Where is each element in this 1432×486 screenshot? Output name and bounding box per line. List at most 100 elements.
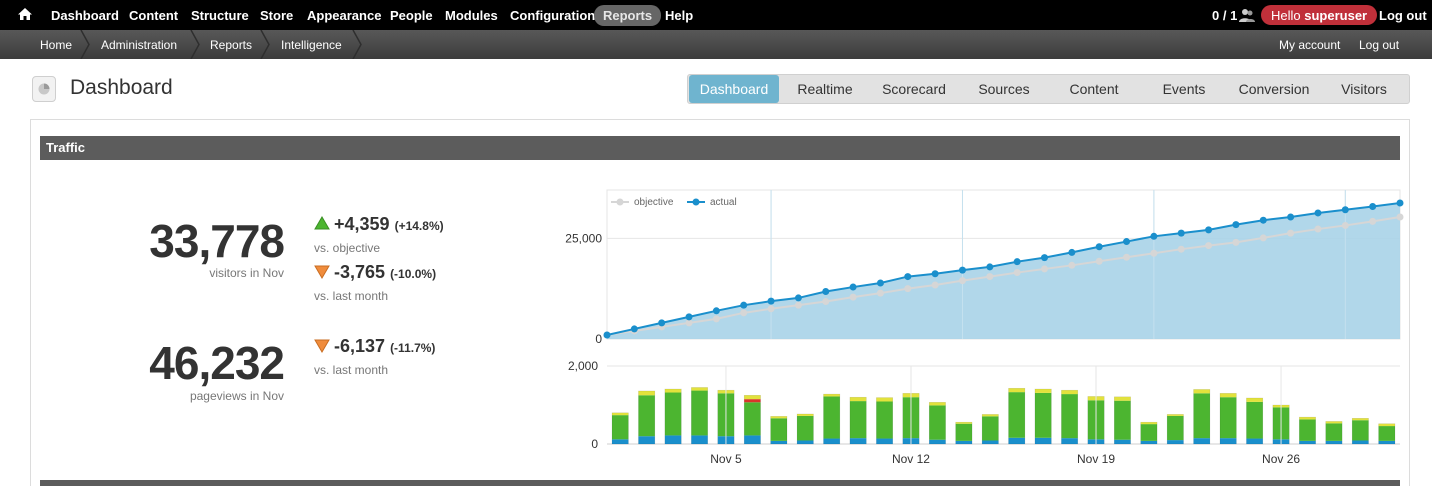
bar-segment-green: [1378, 426, 1395, 441]
toolbar-item-store[interactable]: Store: [260, 8, 294, 23]
toolbar-item-structure[interactable]: Structure: [191, 8, 249, 23]
bar-segment-yellow: [982, 414, 999, 417]
tab-visitors[interactable]: Visitors: [1341, 81, 1387, 97]
y-tick-label: 0: [595, 332, 602, 346]
breadcrumb-home[interactable]: Home: [40, 38, 73, 52]
toolbar-item-configuration[interactable]: Configuration: [510, 8, 596, 23]
objective-line-point: [1232, 238, 1240, 246]
delta-caption: vs. last month: [314, 289, 389, 303]
users-icon[interactable]: [1238, 7, 1256, 23]
bar-segment-green: [1219, 397, 1237, 439]
objective-line-point: [767, 305, 775, 313]
hello-user-badge[interactable]: Hello superuser: [1261, 5, 1378, 25]
pie-chart-icon: [32, 76, 56, 102]
bar-segment-yellow: [797, 413, 814, 416]
bar-segment-blue: [638, 436, 655, 444]
actual-line-point: [958, 266, 966, 274]
pageviews-value: 46,232: [149, 337, 285, 389]
traffic-panel-title: Traffic: [40, 136, 1400, 160]
bar-outline: [611, 412, 629, 445]
actual-line-point: [931, 270, 939, 278]
tab-content[interactable]: Content: [1069, 81, 1119, 97]
toolbar-item-appearance[interactable]: Appearance: [307, 8, 382, 23]
bar-segment-blue: [1034, 437, 1052, 444]
bar-segment-blue: [1219, 438, 1237, 444]
bar-outline: [743, 395, 761, 445]
bar-segment-green: [1140, 424, 1158, 441]
objective-line-point: [1287, 229, 1295, 237]
toolbar-item-help[interactable]: Help: [665, 8, 694, 23]
tab-sources[interactable]: Sources: [978, 81, 1030, 97]
tab-scorecard[interactable]: Scorecard: [882, 81, 946, 97]
legend-label: objective: [634, 197, 674, 208]
breadcrumb-separator-icon: [80, 30, 90, 59]
bar-segment-yellow: [1114, 396, 1131, 401]
bar-segment-green: [1325, 423, 1343, 441]
objective-line-point: [1041, 265, 1049, 273]
next-panel-header: [40, 480, 1400, 486]
bar-outline: [1034, 388, 1052, 445]
legend-swatch: [616, 198, 624, 206]
pageviews-delta-last-month: -6,137 (-11.7%): [334, 336, 435, 357]
tab-conversion[interactable]: Conversion: [1238, 81, 1310, 97]
toolbar-item-people[interactable]: People: [390, 8, 433, 23]
tab-realtime[interactable]: Realtime: [797, 81, 853, 97]
delta-caption: vs. last month: [314, 363, 389, 377]
tab-events[interactable]: Events: [1162, 81, 1206, 97]
bar-outline: [1114, 396, 1131, 445]
actual-line-point: [1150, 232, 1158, 240]
page-title: Dashboard: [70, 76, 173, 99]
delta-percent: (-10.0%): [390, 267, 437, 281]
x-tick-label: Nov 12: [892, 452, 930, 466]
visitors-caption: visitors in Nov: [209, 266, 284, 280]
actual-line-point: [1341, 206, 1349, 214]
home-icon[interactable]: [17, 6, 33, 22]
toolbar-item-content[interactable]: Content: [129, 8, 179, 23]
objective-line-point: [1396, 213, 1404, 221]
bar-segment-yellow: [691, 387, 708, 391]
my-account-link[interactable]: My account: [1279, 38, 1341, 52]
breadcrumb-intelligence[interactable]: Intelligence: [281, 38, 342, 52]
bar-segment-green: [1167, 415, 1184, 441]
triangle-down-icon: [314, 265, 330, 279]
actual-line-point: [685, 313, 693, 321]
toolbar-item-modules[interactable]: Modules: [445, 8, 498, 23]
bar-segment-yellow: [1352, 418, 1369, 421]
bar-segment-red: [744, 399, 761, 403]
bar-segment-blue: [770, 440, 788, 444]
bar-segment-green: [1352, 420, 1369, 441]
objective-line-point: [958, 277, 966, 285]
bar-segment-green: [876, 401, 893, 439]
delta-value: -6,137: [334, 336, 386, 356]
actual-line-point: [1232, 221, 1240, 229]
actual-line-point: [603, 331, 611, 339]
subbar-logout-link[interactable]: Log out: [1359, 38, 1400, 52]
toolbar-logout-link[interactable]: Log out: [1379, 8, 1427, 23]
actual-line-point: [904, 273, 912, 281]
objective-line-point: [904, 285, 912, 293]
bar-segment-blue: [1325, 440, 1343, 444]
bar-outline: [796, 413, 814, 445]
actual-line-point: [986, 263, 994, 271]
bar-outline: [1299, 416, 1316, 445]
y-tick-label: 2,000: [568, 359, 598, 373]
actual-line: [606, 201, 1401, 336]
legend-swatch: [692, 198, 700, 206]
breadcrumb-reports[interactable]: Reports: [210, 38, 253, 52]
tab-dashboard[interactable]: Dashboard: [689, 75, 779, 103]
actual-line-point: [1041, 254, 1049, 262]
objective-line-point: [794, 301, 802, 309]
bar-segment-green: [1008, 392, 1025, 438]
bar-segment-green: [955, 423, 973, 441]
bar-segment-blue: [1061, 438, 1078, 444]
admin-toolbar: Dashboard Content Structure Store Appear…: [0, 0, 1432, 30]
toolbar-item-dashboard[interactable]: Dashboard: [51, 8, 119, 23]
triangle-up-icon: [314, 216, 330, 230]
breadcrumb-administration[interactable]: Administration: [101, 38, 178, 52]
actual-line-point: [658, 319, 666, 327]
bar-outline: [823, 393, 841, 445]
bar-segment-yellow: [664, 389, 682, 393]
delta-value: -3,765: [334, 262, 386, 282]
actual-line-point: [1314, 209, 1322, 217]
toolbar-item-reports[interactable]: Reports: [594, 5, 662, 26]
